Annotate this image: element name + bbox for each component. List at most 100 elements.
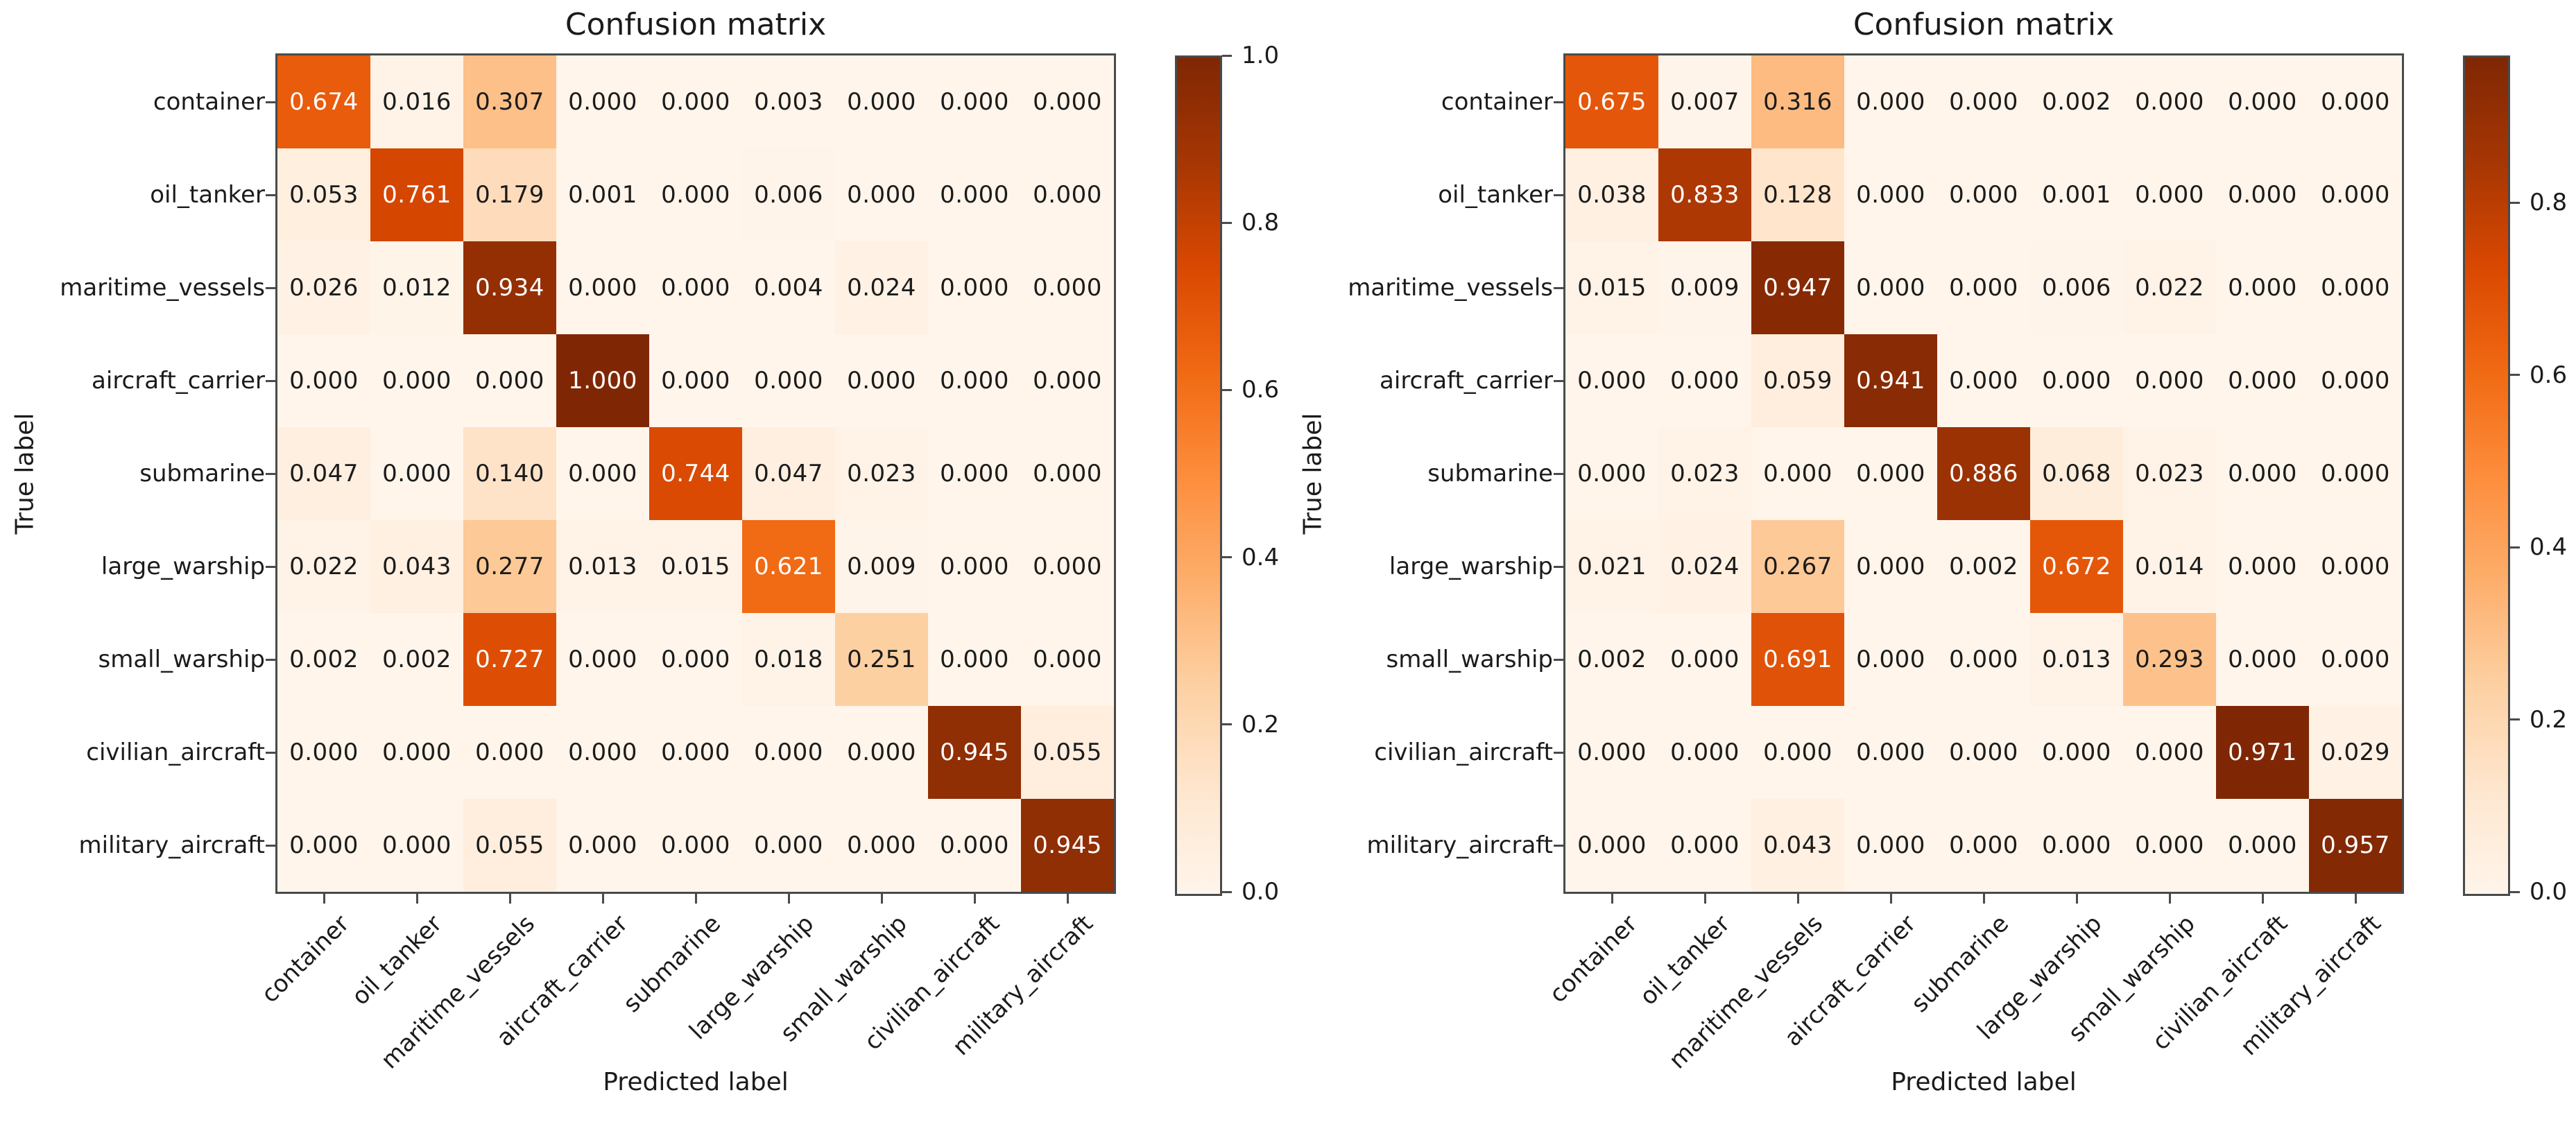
matrix-cell-value: 0.038 [1577,181,1647,209]
matrix-cell-value: 0.014 [2135,553,2204,580]
matrix-cell-value: 0.179 [475,181,544,209]
y-axis-tick [266,101,275,103]
matrix-cell: 0.000 [370,706,463,799]
matrix-cell: 0.000 [1937,613,2030,706]
matrix-cell-value: 0.000 [940,274,1009,302]
matrix-cell: 0.001 [556,148,649,241]
matrix-cell: 0.021 [1565,520,1658,613]
matrix-cell-value: 0.043 [382,553,452,580]
matrix-cell: 0.026 [277,241,370,334]
matrix-cell: 0.000 [2123,334,2216,427]
colorbar-tick [1222,556,1232,559]
matrix-cell-value: 0.934 [475,274,544,302]
matrix-cell-value: 0.675 [1577,88,1647,116]
x-axis-tick [508,894,511,904]
matrix-cell-value: 0.000 [475,739,544,766]
matrix-cell-value: 0.047 [754,460,823,487]
matrix-cell-value: 0.055 [1033,739,1102,766]
matrix-cell: 0.000 [1565,799,1658,892]
matrix-cell: 0.000 [2030,706,2123,799]
matrix-cell-value: 0.000 [1949,831,2018,859]
colorbar-tick [2510,546,2520,549]
matrix-cell-value: 0.000 [940,553,1009,580]
matrix-cell: 0.002 [1937,520,2030,613]
matrix-cell-value: 0.053 [289,181,359,209]
matrix-cell-value: 0.000 [754,831,823,859]
matrix-cell: 0.000 [2309,520,2402,613]
matrix-cell: 0.000 [2030,799,2123,892]
matrix-cell-value: 0.000 [1949,181,2018,209]
y-tick-label: small_warship [98,646,265,673]
y-tick-label: large_warship [1389,553,1553,580]
matrix-cell-value: 0.267 [1763,553,1832,580]
matrix-cell-value: 0.000 [1577,367,1647,395]
matrix-cell-value: 0.047 [289,460,359,487]
matrix-cell-value: 0.957 [2321,831,2390,859]
matrix-cell: 0.024 [1658,520,1751,613]
matrix-cell: 0.022 [277,520,370,613]
x-axis-tick [1982,894,1985,904]
matrix-cell: 0.000 [277,334,370,427]
matrix-cell-value: 0.000 [1577,831,1647,859]
matrix-cell: 0.002 [277,613,370,706]
y-axis-tick [266,658,275,661]
matrix-cell-value: 0.000 [2042,367,2111,395]
matrix-cell: 0.000 [1021,55,1114,148]
matrix-cell-value: 0.000 [2228,367,2297,395]
matrix-cell: 0.886 [1937,427,2030,520]
matrix-cell-value: 0.307 [475,88,544,116]
x-axis-tick [601,894,604,904]
y-axis-tick [1554,844,1563,847]
matrix-cell: 0.000 [463,706,556,799]
matrix-cell: 0.004 [742,241,835,334]
matrix-cell: 0.000 [649,148,742,241]
matrix-cell-value: 0.022 [289,553,359,580]
y-tick-label: container [153,88,265,116]
colorbar-tick-label: 0.0 [2530,878,2568,906]
y-axis-tick [266,286,275,289]
x-axis-tick [2075,894,2078,904]
matrix-cell: 0.043 [370,520,463,613]
confusion-matrix-panel-left: Confusion matrix True label 0.674 0.016 0.… [11,7,1280,1096]
x-axis-tick [1066,894,1069,904]
matrix-cell: 0.000 [1937,706,2030,799]
matrix-cell-value: 0.000 [661,88,730,116]
x-axis-tick [1611,894,1613,904]
matrix-cell-value: 0.002 [382,646,452,673]
matrix-cell: 0.000 [1021,520,1114,613]
matrix-cell-value: 0.000 [568,646,637,673]
matrix-cell: 0.000 [835,799,928,892]
matrix-cell: 0.000 [928,148,1021,241]
matrix-cell-value: 0.004 [754,274,823,302]
matrix-cell-value: 0.000 [1670,646,1740,673]
matrix-cell: 0.000 [649,334,742,427]
matrix-cell: 0.043 [1751,799,1844,892]
matrix-cell-value: 0.000 [2228,460,2297,487]
y-axis-tick [266,565,275,568]
matrix-cell-value: 0.000 [2228,181,2297,209]
matrix-cell: 0.000 [928,613,1021,706]
matrix-cell: 0.000 [2123,706,2216,799]
matrix-cell-value: 0.000 [847,181,916,209]
matrix-cell: 0.000 [556,613,649,706]
matrix-cell-value: 0.000 [1670,739,1740,766]
x-axis-tick [1796,894,1799,904]
matrix-cell-value: 0.000 [847,88,916,116]
matrix-cell-value: 0.003 [754,88,823,116]
matrix-cell: 0.000 [928,334,1021,427]
matrix-cell: 0.945 [928,706,1021,799]
x-tick-label-text: oil_tanker [1634,910,1736,1011]
matrix-cell: 0.727 [463,613,556,706]
matrix-cell-value: 0.000 [1763,739,1832,766]
matrix-cell: 0.000 [2309,148,2402,241]
colorbar-tick-label: 0.8 [1242,209,1280,237]
matrix-cell-value: 0.000 [1033,460,1102,487]
matrix-cell: 0.000 [1844,706,1937,799]
matrix-cell-value: 0.761 [382,181,452,209]
matrix-cell: 0.000 [928,520,1021,613]
matrix-cell: 0.000 [835,334,928,427]
matrix-cell: 0.053 [277,148,370,241]
colorbar-tick [1222,221,1232,224]
matrix-cell-value: 0.000 [1856,831,1925,859]
matrix-cell-value: 0.000 [847,367,916,395]
